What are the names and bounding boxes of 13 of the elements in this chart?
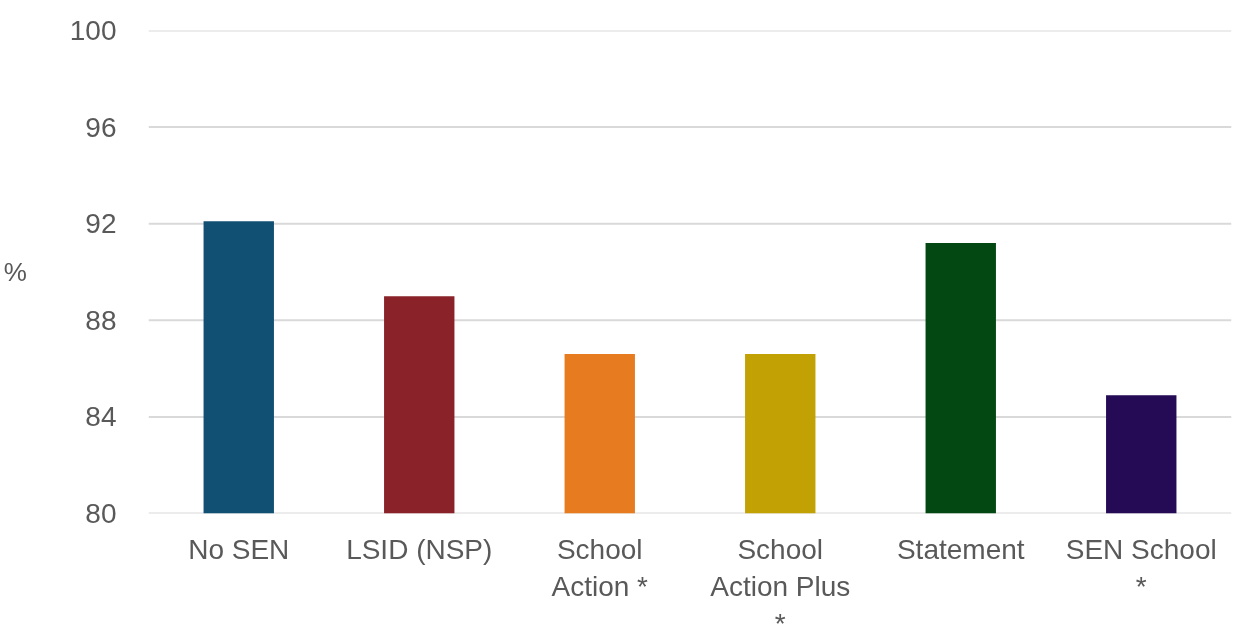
x-tick-label: SEN School * (1065, 533, 1217, 602)
x-tick-label: School Action Plus * (710, 533, 851, 639)
x-tick-label: Statement (896, 533, 1025, 565)
x-tick-label: LSID (NSP) (346, 533, 493, 565)
y-axis-title: % (3, 257, 27, 287)
y-tick-label: 88 (85, 304, 117, 336)
y-tick-label: 80 (85, 498, 117, 529)
y-tick-label: 96 (85, 111, 117, 143)
y-tick-label: 92 (85, 208, 117, 240)
x-tick-label: School Action * (551, 533, 649, 602)
y-tick-label: 84 (85, 401, 117, 433)
x-tick-label: No SEN (188, 533, 290, 565)
y-tick-label: 100 (69, 15, 117, 46)
